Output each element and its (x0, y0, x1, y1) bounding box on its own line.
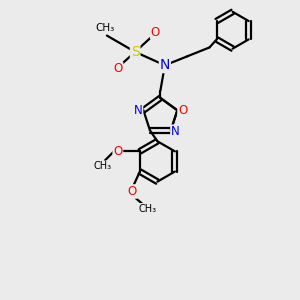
Text: O: O (113, 145, 122, 158)
Text: O: O (113, 62, 122, 75)
Text: CH₃: CH₃ (96, 23, 115, 33)
Text: CH₃: CH₃ (138, 204, 156, 214)
Text: S: S (131, 45, 140, 59)
Text: O: O (128, 185, 137, 198)
Text: CH₃: CH₃ (93, 161, 111, 171)
Text: N: N (160, 58, 170, 72)
Text: N: N (134, 104, 142, 117)
Text: O: O (151, 26, 160, 38)
Text: N: N (171, 125, 180, 138)
Text: O: O (178, 104, 187, 117)
